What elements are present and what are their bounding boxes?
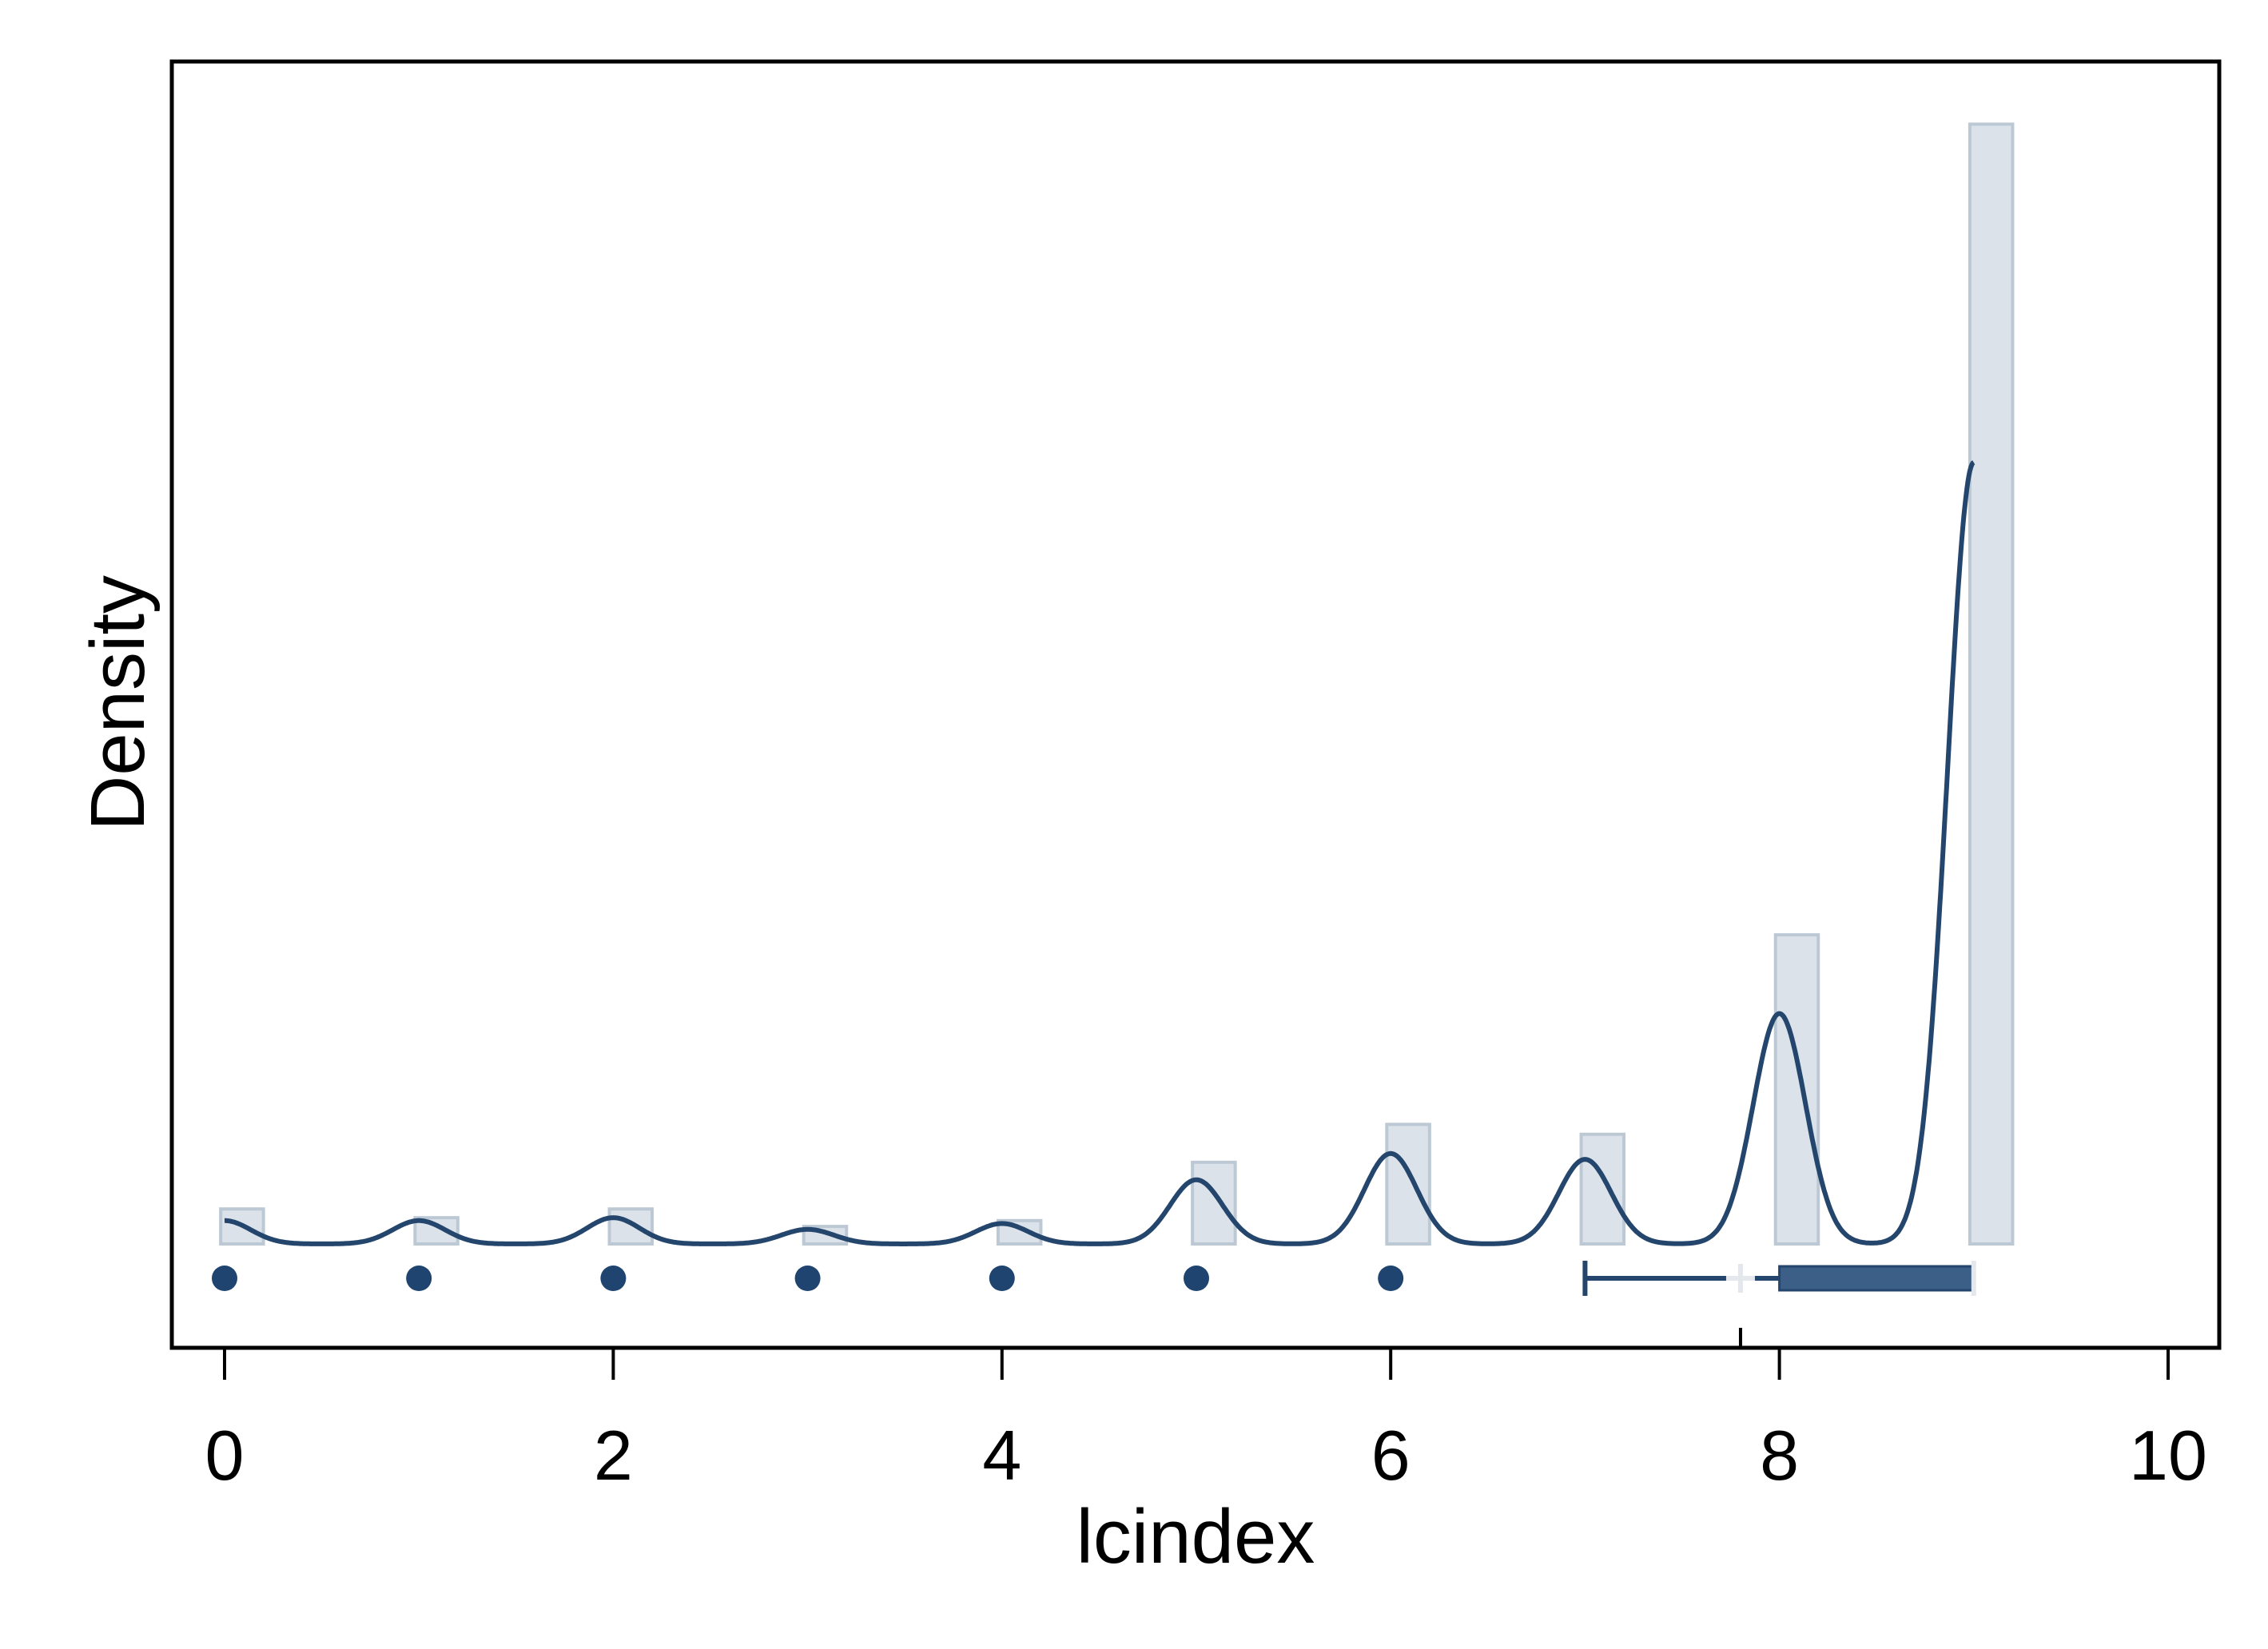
plot-frame	[169, 59, 2222, 1350]
x-tick-label: 6	[1371, 1416, 1411, 1495]
x-tick-label: 8	[1760, 1416, 1799, 1495]
x-tick-label: 0	[205, 1416, 245, 1495]
x-tick-label: 4	[982, 1416, 1021, 1495]
histogram-bar	[1968, 122, 2015, 1246]
x-axis: 0 2 4 6 8 10	[205, 1328, 2207, 1495]
x-tick-label: 10	[2129, 1416, 2207, 1495]
histogram-bar	[1191, 1160, 1237, 1246]
kde-curve-group	[223, 460, 1976, 1246]
x-axis-title: lcindex	[1076, 1494, 1315, 1579]
histogram-bar	[219, 1207, 265, 1246]
kde-curve	[223, 460, 1976, 1246]
boxplot-outlier	[794, 1266, 821, 1291]
boxplot-outlier	[212, 1266, 237, 1291]
histogram-bar	[1773, 933, 1820, 1246]
boxplot-outlier	[1378, 1266, 1404, 1291]
boxplot-outlier	[989, 1266, 1015, 1291]
boxplot-outlier	[600, 1266, 627, 1291]
y-axis-title: Density	[75, 575, 161, 831]
x-tick-label: 2	[594, 1416, 633, 1495]
boxplot-box	[1778, 1265, 1976, 1292]
boxplot-outlier	[1184, 1266, 1209, 1291]
histogram-bar	[1579, 1132, 1626, 1246]
histogram-bars	[219, 122, 2015, 1246]
boxplot-group	[212, 1261, 1976, 1296]
histogram-bar	[607, 1207, 655, 1246]
boxplot-outlier	[406, 1266, 432, 1291]
histogram-bar	[1385, 1123, 1431, 1246]
